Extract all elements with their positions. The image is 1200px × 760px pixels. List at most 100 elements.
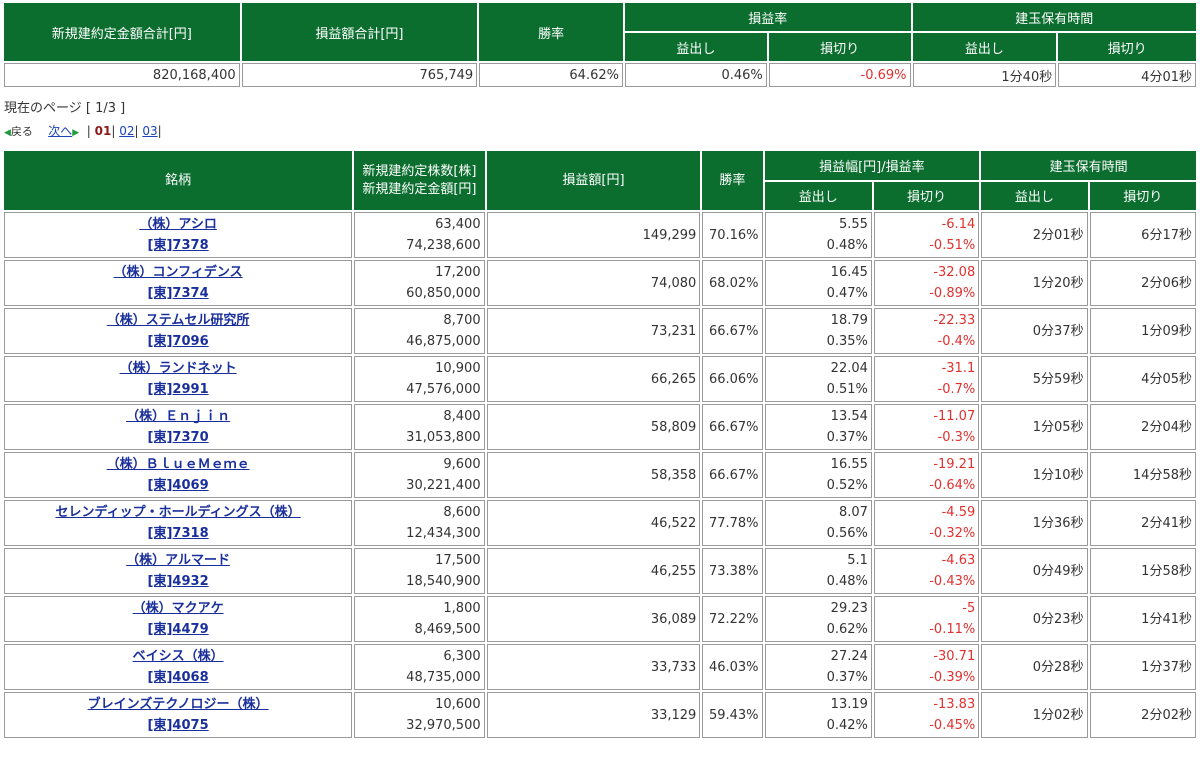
hold-profit-value: 1分05秒 bbox=[981, 404, 1088, 450]
stock-name-link[interactable]: （株）Ｅｎｊｉｎ bbox=[126, 409, 231, 424]
stock-name-link[interactable]: （株）ＢｌｕｅＭｅｍｅ bbox=[106, 457, 250, 472]
shares-value: 8,700 bbox=[443, 313, 481, 328]
loss-cell: -30.71 -0.39% bbox=[873, 644, 980, 690]
hold-profit-value: 1分20秒 bbox=[981, 260, 1088, 306]
profit-cell: 13.19 0.42% bbox=[764, 692, 872, 738]
table-row: （株）アシロ [東]7378 63,400 74,238,600 149,299 70.1… bbox=[4, 212, 1196, 258]
stock-name-link[interactable]: （株）コンフィデンス bbox=[113, 265, 243, 280]
table-row: （株）アルマード [東]4932 17,500 18,540,900 46,255 73.… bbox=[4, 548, 1196, 594]
hold-profit-value: 0分28秒 bbox=[981, 644, 1088, 690]
profit-width-value: 8.07 bbox=[838, 505, 868, 520]
profit-width-value: 13.19 bbox=[830, 697, 868, 712]
profit-rate-value: 0.35% bbox=[826, 334, 868, 349]
stock-code-link[interactable]: [東]4932 bbox=[147, 574, 209, 589]
stock-name-link[interactable]: ベイシス（株） bbox=[132, 649, 224, 664]
loss-rate-value: -0.11% bbox=[929, 622, 976, 637]
loss-rate-value: -0.39% bbox=[929, 670, 976, 685]
stock-name-link[interactable]: （株）マクアケ bbox=[132, 601, 224, 616]
loss-width-value: -31.1 bbox=[941, 361, 976, 376]
loss-cell: -4.59 -0.32% bbox=[873, 500, 980, 546]
summary-header-pl-rate: 損益率 bbox=[624, 3, 911, 31]
hold-profit-value: 2分01秒 bbox=[981, 212, 1088, 258]
stock-name-cell: （株）マクアケ [東]4479 bbox=[4, 596, 353, 642]
profit-width-value: 29.23 bbox=[830, 601, 868, 616]
profit-cell: 13.54 0.37% bbox=[764, 404, 872, 450]
loss-width-value: -11.07 bbox=[933, 409, 976, 424]
loss-cell: -6.14 -0.51% bbox=[873, 212, 980, 258]
amount-value: 8,469,500 bbox=[414, 622, 481, 637]
stock-code-link[interactable]: [東]7378 bbox=[147, 238, 209, 253]
win-rate-value: 59.43% bbox=[702, 692, 763, 738]
amount-value: 74,238,600 bbox=[406, 238, 481, 253]
loss-cell: -5 -0.11% bbox=[873, 596, 980, 642]
stock-code-link[interactable]: [東]7096 bbox=[147, 334, 209, 349]
amount-value: 30,221,400 bbox=[406, 478, 481, 493]
header-shares: 新規建約定株数[株] bbox=[362, 163, 477, 179]
loss-cell: -13.83 -0.45% bbox=[873, 692, 980, 738]
stock-name-link[interactable]: セレンディップ・ホールディングス（株） bbox=[55, 505, 301, 520]
shares-amount-cell: 8,400 31,053,800 bbox=[354, 404, 485, 450]
profit-width-value: 16.45 bbox=[830, 265, 868, 280]
shares-amount-cell: 8,600 12,434,300 bbox=[354, 500, 485, 546]
pl-value: 46,255 bbox=[486, 548, 701, 594]
loss-width-value: -4.63 bbox=[941, 553, 976, 568]
loss-cell: -22.33 -0.4% bbox=[873, 308, 980, 354]
shares-value: 10,600 bbox=[435, 697, 481, 712]
back-label: 戻る bbox=[10, 125, 33, 138]
table-row: （株）コンフィデンス [東]7374 17,200 60,850,000 74,080 6… bbox=[4, 260, 1196, 306]
shares-value: 1,800 bbox=[443, 601, 481, 616]
shares-amount-cell: 17,200 60,850,000 bbox=[354, 260, 485, 306]
table-row: （株）ランドネット [東]2991 10,900 47,576,000 66,265 66… bbox=[4, 356, 1196, 402]
stock-code-link[interactable]: [東]4075 bbox=[147, 718, 209, 733]
profit-rate-value: 0.62% bbox=[826, 622, 868, 637]
summary-header-pl-rate-profit: 益出し bbox=[624, 33, 767, 61]
loss-width-value: -5 bbox=[962, 601, 976, 616]
hold-loss-value: 1分09秒 bbox=[1089, 308, 1196, 354]
pl-value: 58,358 bbox=[486, 452, 701, 498]
loss-rate-value: -0.3% bbox=[937, 430, 976, 445]
table-row: （株）ＢｌｕｅＭｅｍｅ [東]4069 9,600 30,221,400 58,358 6… bbox=[4, 452, 1196, 498]
profit-width-value: 5.1 bbox=[847, 553, 868, 568]
table-row: セレンディップ・ホールディングス（株） [東]7318 8,600 12,434,30… bbox=[4, 500, 1196, 546]
stock-code-link[interactable]: [東]7374 bbox=[147, 286, 209, 301]
shares-amount-cell: 9,600 30,221,400 bbox=[354, 452, 485, 498]
stock-code-link[interactable]: [東]4068 bbox=[147, 670, 209, 685]
header-name: 銘柄 bbox=[4, 151, 353, 210]
win-rate-value: 66.67% bbox=[702, 308, 763, 354]
shares-value: 6,300 bbox=[443, 649, 481, 664]
shares-value: 8,400 bbox=[443, 409, 481, 424]
summary-header-pl-rate-loss: 損切り bbox=[768, 33, 911, 61]
summary-header-hold-time: 建玉保有時間 bbox=[912, 3, 1196, 31]
stock-name-link[interactable]: （株）アルマード bbox=[126, 553, 231, 568]
pl-value: 46,522 bbox=[486, 500, 701, 546]
stock-code-link[interactable]: [東]7370 bbox=[147, 430, 209, 445]
hold-profit-value: 1分02秒 bbox=[981, 692, 1088, 738]
stock-name-link[interactable]: （株）ステムセル研究所 bbox=[106, 313, 250, 328]
hold-profit-value: 0分37秒 bbox=[981, 308, 1088, 354]
pl-value: 66,265 bbox=[486, 356, 701, 402]
stock-name-cell: セレンディップ・ホールディングス（株） [東]7318 bbox=[4, 500, 353, 546]
page-link-02[interactable]: 02 bbox=[119, 124, 135, 138]
loss-cell: -4.63 -0.43% bbox=[873, 548, 980, 594]
header-amount: 新規建約定金額[円] bbox=[362, 181, 477, 197]
next-page-link[interactable]: 次へ bbox=[48, 124, 73, 138]
win-rate-value: 46.03% bbox=[702, 644, 763, 690]
stock-name-link[interactable]: ブレインズテクノロジー（株） bbox=[87, 697, 269, 712]
loss-rate-value: -0.32% bbox=[929, 526, 976, 541]
stock-name-cell: （株）ステムセル研究所 [東]7096 bbox=[4, 308, 353, 354]
hold-loss-value: 2分41秒 bbox=[1089, 500, 1196, 546]
stock-name-cell: （株）アルマード [東]4932 bbox=[4, 548, 353, 594]
stock-code-link[interactable]: [東]4069 bbox=[147, 478, 209, 493]
loss-cell: -32.08 -0.89% bbox=[873, 260, 980, 306]
stock-code-link[interactable]: [東]4479 bbox=[147, 622, 209, 637]
pl-value: 33,129 bbox=[486, 692, 701, 738]
stock-name-link[interactable]: （株）アシロ bbox=[139, 217, 217, 232]
summary-pl-rate-profit: 0.46% bbox=[624, 63, 767, 87]
stock-code-link[interactable]: [東]2991 bbox=[147, 382, 209, 397]
amount-value: 12,434,300 bbox=[406, 526, 481, 541]
current-page-indicator: 現在のページ [ 1/3 ] bbox=[4, 101, 126, 116]
page-link-03[interactable]: 03 bbox=[142, 124, 158, 138]
stock-code-link[interactable]: [東]7318 bbox=[147, 526, 209, 541]
shares-amount-cell: 8,700 46,875,000 bbox=[354, 308, 485, 354]
stock-name-link[interactable]: （株）ランドネット bbox=[119, 361, 237, 376]
